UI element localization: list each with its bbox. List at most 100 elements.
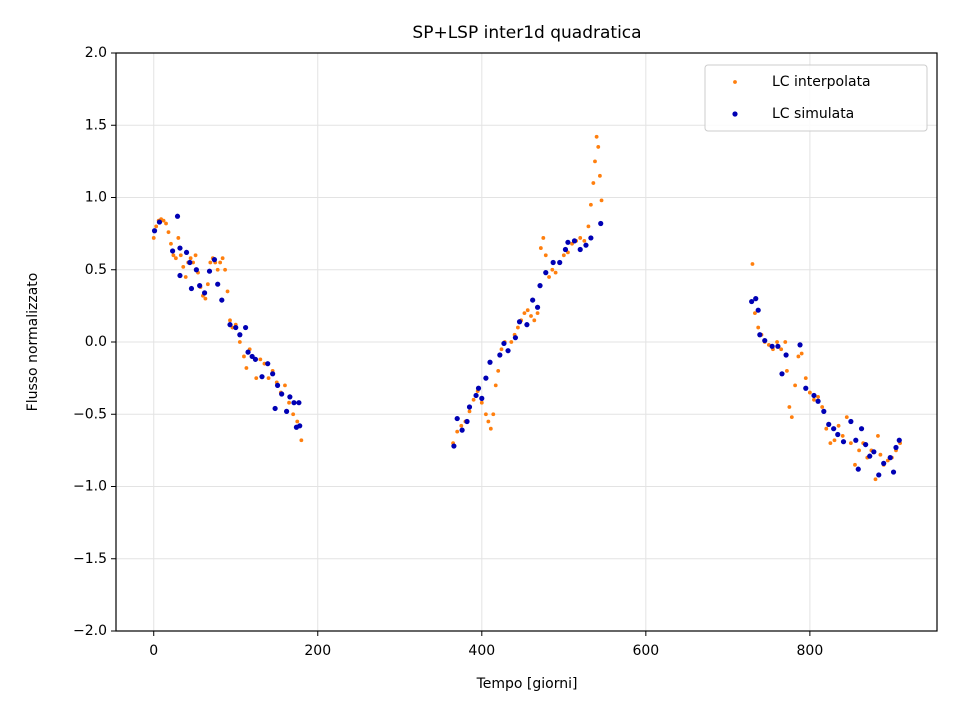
data-point: [218, 260, 223, 265]
data-point: [274, 382, 281, 388]
data-point: [848, 418, 854, 425]
data-point: [501, 340, 507, 347]
data-point: [785, 369, 789, 373]
data-point: [188, 285, 195, 292]
data-point: [757, 332, 763, 338]
data-point: [151, 236, 156, 240]
data-point: [799, 351, 804, 356]
data-point: [811, 392, 817, 399]
data-point: [178, 253, 183, 258]
data-point: [252, 356, 259, 362]
data-point: [287, 400, 291, 405]
data-point: [599, 198, 604, 203]
data-point: [473, 392, 479, 399]
data-point: [762, 337, 768, 344]
data-point: [183, 275, 188, 279]
data-point: [538, 246, 543, 250]
data-point: [853, 462, 857, 467]
y-tick-label: −2.0: [73, 623, 107, 639]
data-point: [454, 415, 460, 422]
data-point: [181, 264, 186, 269]
data-point: [227, 322, 233, 328]
y-tick-label: 0.5: [85, 262, 107, 278]
data-point: [291, 412, 296, 417]
data-point: [512, 335, 519, 341]
data-point: [753, 296, 759, 302]
y-tick-label: 1.5: [85, 117, 107, 133]
data-point: [783, 340, 788, 344]
data-point: [547, 275, 551, 279]
data-point: [484, 412, 488, 417]
data-point: [287, 394, 293, 400]
data-point: [797, 342, 803, 348]
data-point: [840, 434, 845, 438]
data-point: [479, 395, 485, 401]
data-point: [524, 322, 530, 328]
data-point: [593, 159, 597, 164]
y-axis-label: Flusso normalizzato: [25, 273, 41, 412]
data-point: [871, 449, 877, 455]
x-tick-label: 800: [797, 643, 824, 659]
data-point: [164, 221, 168, 226]
data-point: [578, 236, 583, 240]
data-point: [295, 419, 300, 424]
data-point: [515, 325, 520, 330]
legend-marker: [732, 111, 738, 117]
x-axis-label: Tempo [giorni]: [476, 676, 578, 692]
data-point: [787, 405, 792, 409]
data-point: [779, 371, 785, 377]
data-point: [266, 376, 271, 381]
data-point: [537, 283, 543, 289]
data-point: [173, 256, 178, 261]
data-point: [197, 283, 203, 289]
data-point: [459, 423, 464, 428]
data-point: [203, 296, 208, 301]
data-point: [156, 219, 163, 225]
data-point: [530, 297, 536, 303]
data-point: [598, 173, 602, 178]
data-point: [812, 397, 816, 402]
data-point: [475, 385, 482, 391]
data-point: [848, 441, 853, 446]
y-tick-label: 2.0: [85, 45, 107, 61]
x-tick-label: 0: [149, 643, 158, 659]
data-point: [188, 256, 193, 261]
data-point: [471, 397, 476, 402]
data-point: [840, 439, 847, 445]
data-point: [242, 324, 249, 331]
y-tick-label: −0.5: [73, 406, 107, 422]
data-point: [853, 437, 859, 443]
data-point: [174, 213, 181, 219]
data-point: [479, 400, 484, 405]
data-point: [483, 375, 489, 381]
x-tick-label: 600: [632, 643, 659, 659]
data-point: [488, 426, 493, 431]
data-point: [279, 391, 285, 397]
data-point: [881, 460, 887, 466]
data-point: [215, 281, 221, 287]
data-point: [177, 272, 183, 279]
data-point: [783, 352, 789, 358]
data-point: [571, 238, 578, 244]
data-point: [228, 318, 232, 323]
data-point: [499, 347, 504, 352]
data-point: [598, 220, 604, 227]
data-point: [259, 374, 265, 380]
data-point: [775, 340, 779, 344]
legend-label: LC interpolata: [772, 74, 871, 90]
data-point: [873, 477, 878, 482]
data-point: [750, 262, 755, 266]
data-point: [491, 412, 496, 417]
data-point: [171, 253, 176, 258]
data-point: [245, 349, 251, 355]
data-point: [215, 267, 220, 272]
data-point: [543, 253, 548, 258]
data-point: [534, 304, 541, 310]
legend-box: [704, 64, 928, 132]
data-point: [876, 434, 880, 438]
data-point: [254, 376, 259, 381]
data-point: [464, 418, 470, 425]
data-point: [586, 224, 591, 229]
y-tick-label: 1.0: [85, 190, 107, 206]
data-point: [565, 239, 571, 245]
